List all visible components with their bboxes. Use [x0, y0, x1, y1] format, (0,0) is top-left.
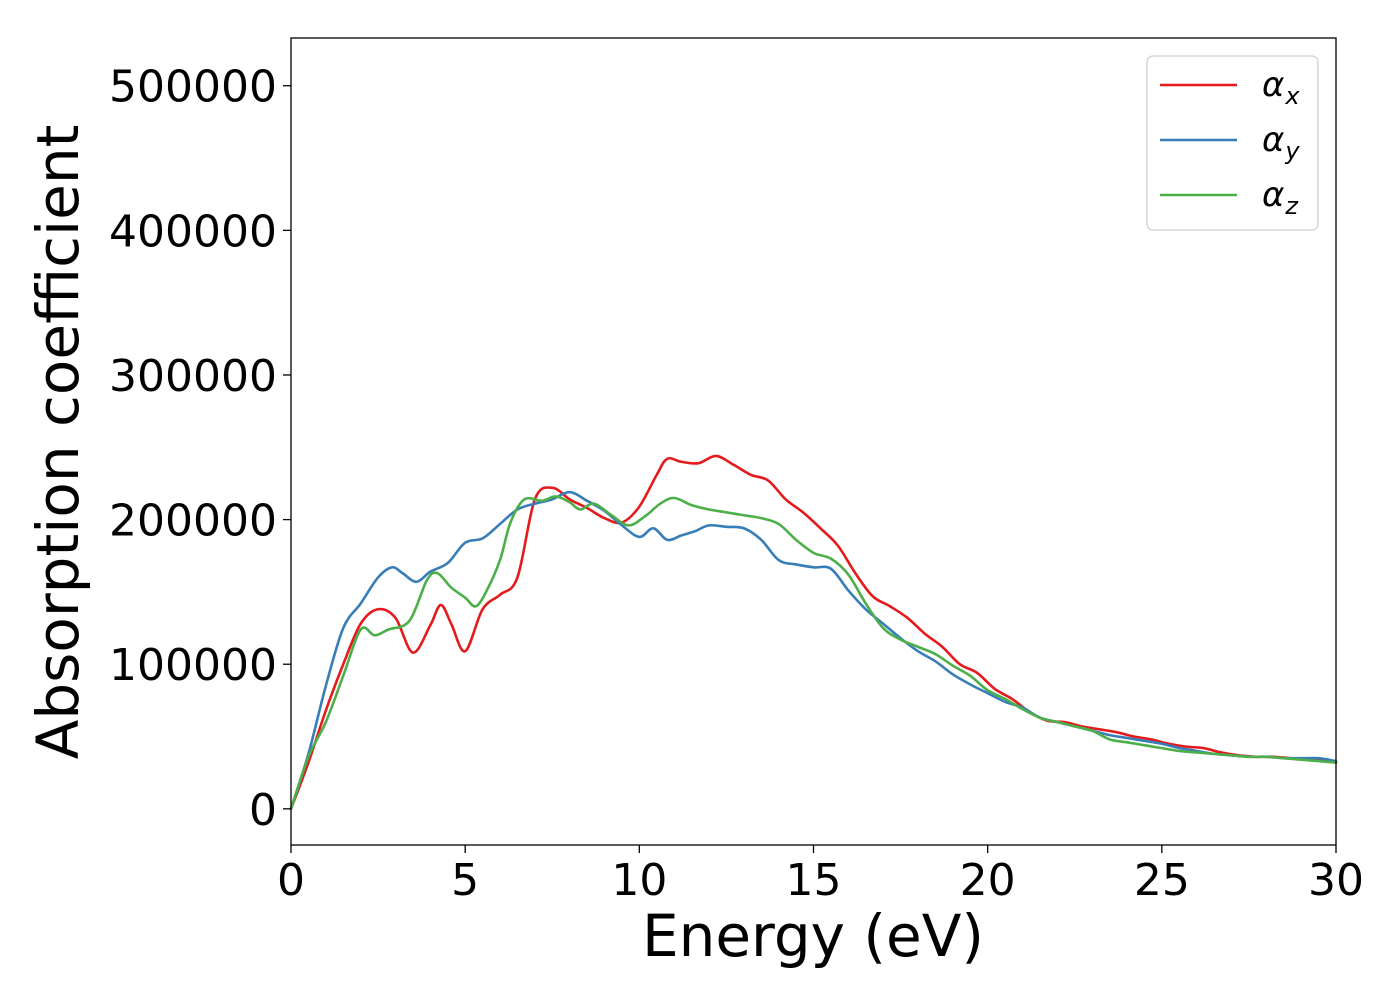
x-tick-label: 5	[451, 855, 479, 906]
y-axis-label: Absorption coefficient	[24, 125, 92, 760]
legend-box	[1146, 55, 1319, 231]
x-tick-label: 15	[786, 855, 842, 906]
series-line-y	[289, 490, 1338, 811]
y-tick-label: 0	[249, 785, 277, 836]
x-tick-label: 30	[1308, 855, 1364, 906]
x-axis-label: Energy (eV)	[642, 902, 984, 970]
series-line-x	[289, 454, 1338, 811]
x-tick-label: 20	[960, 855, 1016, 906]
y-tick-label: 200000	[109, 496, 277, 547]
legend-label-z: αz	[1262, 175, 1299, 220]
series-line-z	[289, 495, 1338, 811]
axis-ticks: 0 5 10 15 20 25 30 0 100000 200000 300000 400000 500…	[109, 62, 1364, 906]
series-lines	[289, 454, 1338, 811]
x-tick-label: 0	[277, 855, 305, 906]
y-tick-label: 300000	[109, 351, 277, 402]
x-tick-label: 10	[611, 855, 667, 906]
y-tick-label: 400000	[109, 206, 277, 257]
x-tick-label: 25	[1134, 855, 1190, 906]
y-tick-label: 100000	[109, 640, 277, 691]
y-tick-label: 500000	[109, 62, 277, 113]
